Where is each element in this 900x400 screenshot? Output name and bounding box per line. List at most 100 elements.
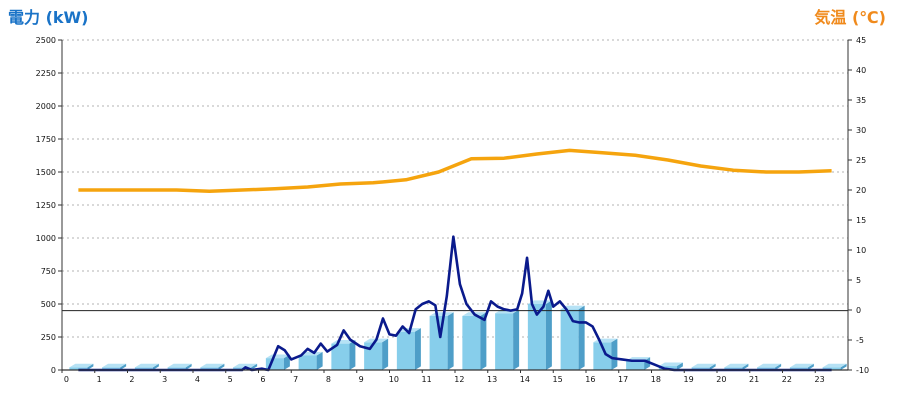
x-tick-label: 1 (97, 375, 102, 384)
bar-side (840, 363, 847, 370)
bar-side (316, 351, 323, 370)
power-line (78, 235, 832, 372)
bar-side (251, 363, 258, 370)
power-bar (134, 363, 159, 370)
left-tick-label: 1500 (36, 168, 56, 177)
x-tick-label: 19 (684, 375, 694, 384)
x-tick-label: 12 (454, 375, 464, 384)
bar-front (527, 304, 546, 370)
x-tick-label: 3 (162, 375, 167, 384)
bar-side (87, 363, 94, 370)
x-tick-label: 14 (520, 375, 530, 384)
bar-front (626, 360, 645, 370)
bar-side (349, 340, 356, 370)
bar-front (495, 313, 514, 370)
left-tick-label: 0 (51, 366, 56, 375)
x-tick-label: 4 (195, 375, 200, 384)
power-bar (560, 305, 585, 370)
series-lines (78, 148, 832, 372)
x-tick-label: 13 (487, 375, 497, 384)
bar-top (658, 362, 683, 367)
bar-side (545, 300, 552, 370)
power-bar (69, 363, 94, 370)
right-tick-label: 35 (856, 96, 866, 105)
bar-front (134, 367, 153, 370)
power-bar (822, 363, 847, 370)
bar-front (822, 367, 841, 370)
bar-front (396, 331, 415, 370)
bar-front (462, 315, 481, 370)
x-tick-label: 0 (64, 375, 69, 384)
bar-side (185, 363, 192, 370)
bar-top (822, 363, 847, 368)
x-tick-label: 18 (651, 375, 661, 384)
bar-top (789, 363, 814, 368)
bar-front (265, 358, 284, 370)
bar-top (265, 354, 290, 359)
x-tick-label: 16 (585, 375, 595, 384)
left-tick-label: 500 (41, 300, 56, 309)
bar-top (724, 363, 749, 368)
bar-front (789, 367, 808, 370)
left-tick-label: 750 (41, 267, 56, 276)
right-tick-label: 0 (856, 306, 861, 315)
bar-side (218, 363, 225, 370)
power-bar (527, 300, 552, 370)
right-tick-label: -5 (856, 336, 864, 345)
bar-side (578, 305, 585, 370)
bar-side (414, 328, 421, 370)
power-bar (724, 363, 749, 370)
x-tick-label: 20 (716, 375, 726, 384)
bar-side (709, 363, 716, 370)
bar-top (69, 363, 94, 368)
power-bar (495, 309, 520, 370)
x-tick-label: 8 (326, 375, 331, 384)
bar-front (691, 367, 710, 370)
left-axis-title: 電力 (kW) (8, 8, 89, 27)
bar-front (429, 315, 448, 370)
x-tick-label: 17 (618, 375, 628, 384)
bar-front (560, 309, 579, 370)
bar-front (69, 367, 88, 370)
bar-front (200, 367, 219, 370)
bar-side (611, 338, 618, 370)
bar-side (480, 312, 487, 370)
x-tick-label: 23 (815, 375, 825, 384)
bar-side (807, 363, 814, 370)
bar-top (691, 363, 716, 368)
bar-front (298, 355, 317, 370)
bar-side (742, 363, 749, 370)
right-axis-title: 気温 (℃) (814, 8, 886, 27)
right-tick-label: 10 (856, 246, 866, 255)
power-bar (331, 340, 356, 370)
bar-side (775, 363, 782, 370)
right-tick-label: -10 (856, 366, 869, 375)
bar-top (102, 363, 127, 368)
bar-front (102, 367, 121, 370)
x-tick-label: 9 (359, 375, 364, 384)
bar-side (283, 354, 290, 370)
power-bar (691, 363, 716, 370)
left-tick-label: 2250 (36, 69, 56, 78)
left-tick-label: 250 (41, 333, 56, 342)
bar-side (513, 309, 520, 370)
right-tick-label: 30 (856, 126, 866, 135)
bar-top (757, 363, 782, 368)
right-tick-label: 15 (856, 216, 866, 225)
right-tick-label: 20 (856, 186, 866, 195)
bar-side (447, 312, 454, 370)
gridlines (62, 39, 848, 338)
axes (58, 39, 852, 373)
power-bar (626, 357, 651, 370)
power-bar (167, 363, 192, 370)
bar-top (200, 363, 225, 368)
bar-front (724, 367, 743, 370)
power-bar (200, 363, 225, 370)
left-tick-label: 2500 (36, 36, 56, 45)
power-bar (102, 363, 127, 370)
bar-front (331, 343, 350, 370)
bar-front (167, 367, 186, 370)
power-bar (789, 363, 814, 370)
power-bar (757, 363, 782, 370)
x-tick-label: 7 (293, 375, 298, 384)
